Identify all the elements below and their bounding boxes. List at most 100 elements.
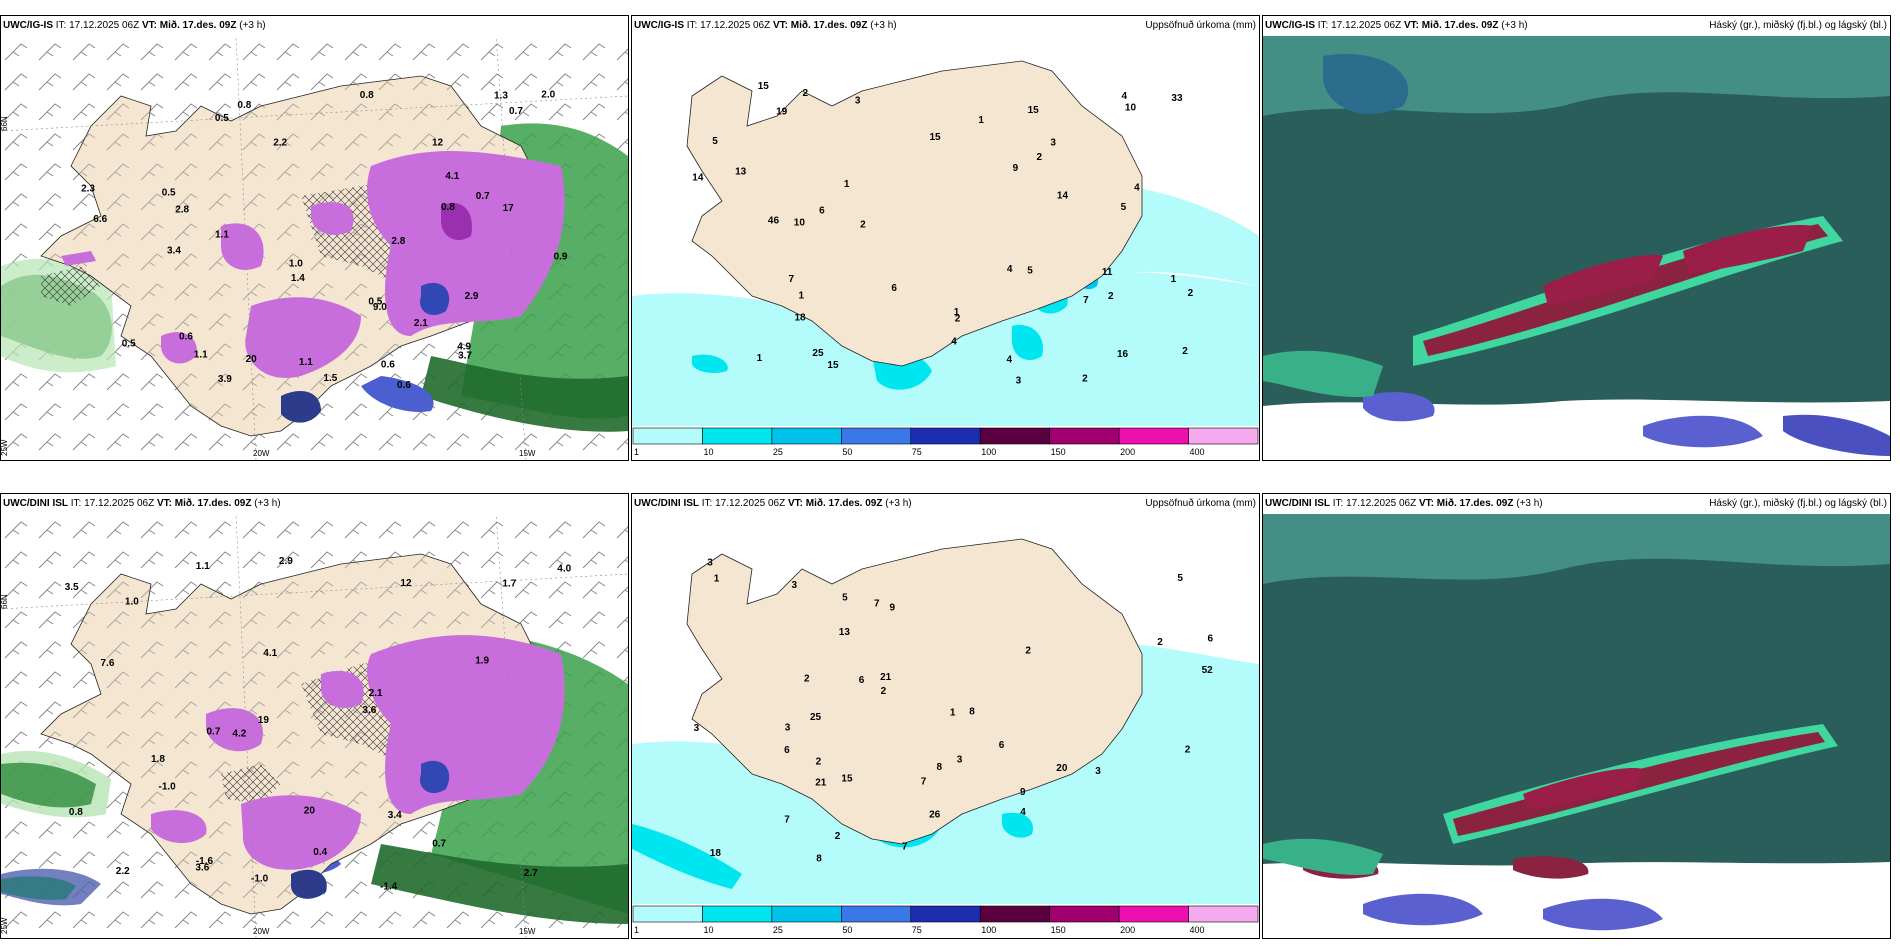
colorbar-swatch [1049, 905, 1120, 923]
precip-value-labels: 1221113335510141415191825151513111646339… [692, 81, 1193, 386]
lon-label-25w: 25W [1, 917, 9, 934]
map-value-label: 3.9 [218, 374, 232, 385]
map-value-label: 2 [860, 220, 866, 231]
panel-ig-wind-precip: UWC/IG-IS IT: 17.12.2025 06Z VT: Mið. 17… [0, 15, 629, 461]
vt-label: VT: [772, 20, 788, 31]
colorbar-bottom: 1 10 25 50 75 100 150 200 400 [632, 904, 1259, 938]
map-value-label: 5 [1177, 573, 1183, 584]
map-value-label: 4 [1007, 264, 1013, 275]
colorbar-swatch [841, 905, 912, 923]
map-value-label: 1 [954, 307, 960, 318]
map-value-label: 9 [1020, 787, 1026, 798]
map-value-label: 4 [1134, 182, 1140, 193]
vt-label: VT: [141, 20, 157, 31]
map-value-label: 4.1 [263, 648, 277, 659]
map-value-label: 2.9 [279, 556, 293, 567]
lead-time: (+3 h) [885, 498, 912, 509]
map-value-label: 15 [827, 360, 839, 371]
panel-ig-clouds: UWC/IG-IS IT: 17.12.2025 06Z VT: Mið. 17… [1262, 15, 1891, 461]
map-value-label: 2.9 [465, 291, 479, 302]
map-value-label: 1.3 [494, 91, 508, 102]
model-title: UWC/DINI ISL [1265, 498, 1330, 509]
map-value-label: 9.0 [373, 302, 387, 313]
map-value-label: 2.1 [369, 688, 383, 699]
valid-time: Mið. 17.des. 09Z [159, 20, 237, 31]
map-value-label: 16 [1117, 349, 1129, 360]
map-value-label: 6 [859, 675, 865, 686]
map-value-label: 0.8 [237, 100, 251, 111]
colorbar-swatch [1049, 427, 1120, 445]
colorbar-tick-label: 25 [773, 925, 783, 935]
it-label: IT: [701, 498, 713, 509]
colorbar-tick-label: 400 [1190, 447, 1205, 457]
colorbar-top: 1 10 25 50 75 100 150 200 400 [632, 426, 1259, 460]
map-value-label: 0.5 [215, 113, 229, 124]
colorbar-tick-label: 150 [1051, 447, 1066, 457]
lat-label-66n: 66N [1, 116, 9, 131]
map-value-label: 3.7 [458, 351, 472, 362]
map-value-label: 0.5 [122, 339, 136, 350]
lead-time: (+3 h) [1501, 20, 1528, 31]
map-value-label: 6 [784, 745, 790, 756]
colorbar-swatch [979, 427, 1050, 445]
valid-time: Mið. 17.des. 09Z [805, 498, 883, 509]
init-time: 17.12.2025 06Z [1331, 20, 1402, 31]
it-label: IT: [55, 20, 67, 31]
map-value-label: 0.7 [509, 106, 523, 117]
colorbar-tick-label: 400 [1190, 925, 1205, 935]
map-value-label: 6 [891, 283, 897, 294]
map-value-label: 0.8 [360, 90, 374, 101]
map-value-label: 5 [842, 593, 848, 604]
field-title: Háský (gr.), miðský (fj.bl.) og lágský (… [1709, 498, 1887, 509]
colorbar-swatch [702, 905, 773, 923]
colorbar-tick-label: 1 [634, 447, 639, 457]
map-value-label: 17 [503, 203, 515, 214]
map-value-label: 3 [957, 754, 963, 765]
map-value-label: 2.3 [81, 183, 95, 194]
map-value-label: 21 [815, 777, 827, 788]
map-value-label: 3 [1050, 138, 1056, 149]
it-label: IT: [70, 498, 82, 509]
map-value-label: 25 [810, 712, 822, 723]
map-value-label: 11 [1102, 267, 1113, 278]
map-value-label: 1.1 [215, 229, 229, 240]
map-value-label: 1.8 [151, 754, 165, 765]
map-value-label: 3 [785, 722, 791, 733]
map-value-label: 3.6 [362, 705, 376, 716]
map-value-label: 3 [855, 96, 861, 107]
panel-header: UWC/IG-IS IT: 17.12.2025 06Z VT: Mið. 17… [632, 16, 1259, 36]
colorbar-tick-label: 50 [842, 447, 852, 457]
map-value-label: 1 [1171, 274, 1177, 285]
colorbar-swatches: 1 10 25 50 75 100 150 200 400 [632, 905, 1259, 935]
map-value-label: 15 [930, 132, 942, 143]
map-value-label: 1.5 [323, 373, 337, 384]
map-value-label: 5 [1027, 265, 1033, 276]
map-value-label: 4 [1122, 91, 1128, 102]
colorbar-tick-label: 10 [703, 925, 713, 935]
map-accum-precip: 1335699151820218868677132152262253323776… [632, 514, 1259, 904]
map-value-label: 2 [1188, 288, 1194, 299]
map-value-label: 15 [1028, 105, 1040, 116]
colorbar-swatch [771, 427, 842, 445]
map-value-label: 0.7 [207, 726, 221, 737]
map-value-label: 6 [819, 205, 825, 216]
panel-dini-clouds: UWC/DINI ISL IT: 17.12.2025 06Z VT: Mið.… [1262, 493, 1891, 939]
map-value-label: 0.5 [368, 297, 382, 308]
map-value-label: 0.5 [162, 187, 176, 198]
colorbar-tick-label: 1 [634, 925, 639, 935]
lead-time: (+3 h) [870, 20, 897, 31]
map-value-label: 3 [694, 723, 700, 734]
map-value-label: 5 [1121, 202, 1127, 213]
colorbar-tick-label: 75 [912, 447, 922, 457]
map-value-label: 12 [400, 578, 412, 589]
map-value-label: 1 [844, 179, 850, 190]
map-value-label: 18 [710, 848, 722, 859]
wind-precip-value-labels: -1.0 -1.4 -1.6 0.7 1.1 1.0 0.7 2.7 2.9 4.1 1.7 0.4 1… [65, 556, 572, 892]
map-value-label: 4.2 [232, 729, 246, 740]
panel-header: UWC/DINI ISL IT: 17.12.2025 06Z VT: Mið.… [1263, 494, 1890, 514]
map-value-label: 0.6 [179, 332, 193, 343]
map-value-label: 7 [921, 777, 927, 788]
colorbar-swatch [632, 427, 703, 445]
map-value-label: 4 [1007, 354, 1013, 365]
map-value-label: 0.8 [441, 202, 455, 213]
